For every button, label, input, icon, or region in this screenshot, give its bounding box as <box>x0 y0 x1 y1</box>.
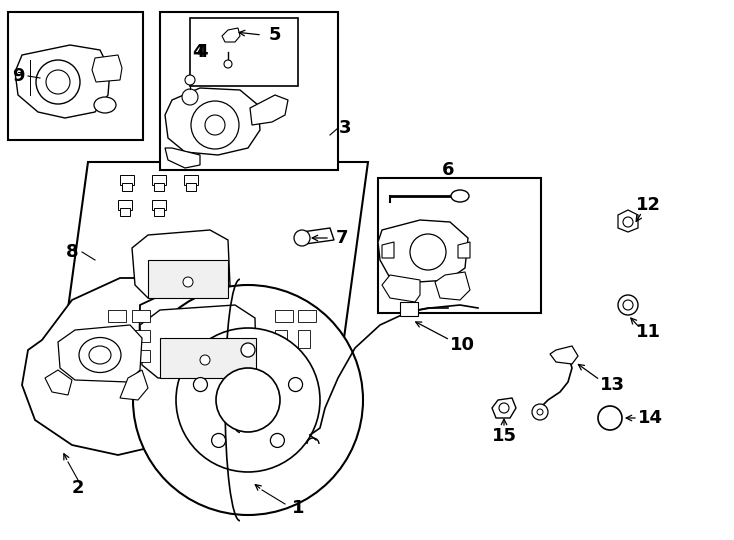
Bar <box>190 18 298 86</box>
Circle shape <box>216 368 280 432</box>
Polygon shape <box>140 305 256 378</box>
Text: 14: 14 <box>638 409 663 427</box>
Circle shape <box>288 377 302 392</box>
Polygon shape <box>165 88 260 155</box>
Text: 5: 5 <box>269 26 281 44</box>
Bar <box>120 175 134 185</box>
Circle shape <box>241 343 255 357</box>
Polygon shape <box>120 370 148 400</box>
Bar <box>108 350 126 362</box>
Circle shape <box>598 406 622 430</box>
Circle shape <box>205 115 225 135</box>
Ellipse shape <box>89 346 111 364</box>
Bar <box>184 175 198 185</box>
Circle shape <box>618 295 638 315</box>
Circle shape <box>176 328 320 472</box>
Polygon shape <box>250 95 288 125</box>
Polygon shape <box>378 220 468 282</box>
Bar <box>132 330 150 342</box>
Bar <box>132 310 150 322</box>
Bar <box>132 350 150 362</box>
Polygon shape <box>382 242 394 258</box>
Circle shape <box>191 101 239 149</box>
Text: 1: 1 <box>291 499 305 517</box>
Bar <box>120 208 130 216</box>
Circle shape <box>194 377 208 392</box>
Polygon shape <box>458 242 470 258</box>
Circle shape <box>623 217 633 227</box>
Circle shape <box>294 230 310 246</box>
Text: 4: 4 <box>196 43 208 61</box>
Bar <box>154 183 164 191</box>
Circle shape <box>133 285 363 515</box>
Polygon shape <box>492 398 516 418</box>
Bar <box>275 310 293 322</box>
Ellipse shape <box>94 97 116 113</box>
Bar <box>298 330 310 348</box>
Circle shape <box>185 75 195 85</box>
Bar <box>154 208 164 216</box>
Circle shape <box>499 403 509 413</box>
Text: 10: 10 <box>449 336 474 354</box>
Circle shape <box>36 60 80 104</box>
Text: 11: 11 <box>636 323 661 341</box>
Polygon shape <box>165 148 200 168</box>
Bar <box>275 330 287 348</box>
Bar <box>400 302 418 316</box>
Bar <box>118 200 132 210</box>
Bar <box>378 178 541 313</box>
Bar <box>152 175 166 185</box>
Polygon shape <box>92 55 122 82</box>
Bar <box>275 350 293 362</box>
Polygon shape <box>618 210 638 232</box>
Bar <box>108 310 126 322</box>
Circle shape <box>224 60 232 68</box>
Bar <box>122 183 132 191</box>
Bar <box>298 310 316 322</box>
Polygon shape <box>302 228 334 244</box>
Circle shape <box>270 434 284 448</box>
Text: 13: 13 <box>600 376 625 394</box>
Text: 7: 7 <box>335 229 348 247</box>
Text: 3: 3 <box>339 119 352 137</box>
Circle shape <box>183 277 193 287</box>
Text: 2: 2 <box>72 479 84 497</box>
Text: 15: 15 <box>492 427 517 445</box>
Circle shape <box>623 300 633 310</box>
Circle shape <box>410 234 446 270</box>
Circle shape <box>532 404 548 420</box>
Ellipse shape <box>79 338 121 373</box>
Circle shape <box>46 70 70 94</box>
Polygon shape <box>58 325 142 382</box>
Circle shape <box>200 355 210 365</box>
Polygon shape <box>550 346 578 364</box>
Text: 4: 4 <box>192 43 204 61</box>
Ellipse shape <box>451 190 469 202</box>
Text: 6: 6 <box>442 161 454 179</box>
Polygon shape <box>58 162 368 382</box>
Circle shape <box>211 434 225 448</box>
Polygon shape <box>45 370 72 395</box>
Bar <box>186 183 196 191</box>
Circle shape <box>182 89 198 105</box>
Polygon shape <box>435 272 470 300</box>
Bar <box>152 200 166 210</box>
Polygon shape <box>148 260 228 298</box>
Polygon shape <box>132 230 230 298</box>
Polygon shape <box>15 45 110 118</box>
Bar <box>160 12 338 170</box>
Polygon shape <box>22 278 155 455</box>
Polygon shape <box>160 338 256 378</box>
Polygon shape <box>222 28 240 42</box>
Polygon shape <box>382 275 420 302</box>
Text: 8: 8 <box>65 243 79 261</box>
Text: 12: 12 <box>636 196 661 214</box>
Text: 9: 9 <box>12 67 24 85</box>
Circle shape <box>537 409 543 415</box>
Bar <box>108 330 126 342</box>
Bar <box>8 12 143 140</box>
